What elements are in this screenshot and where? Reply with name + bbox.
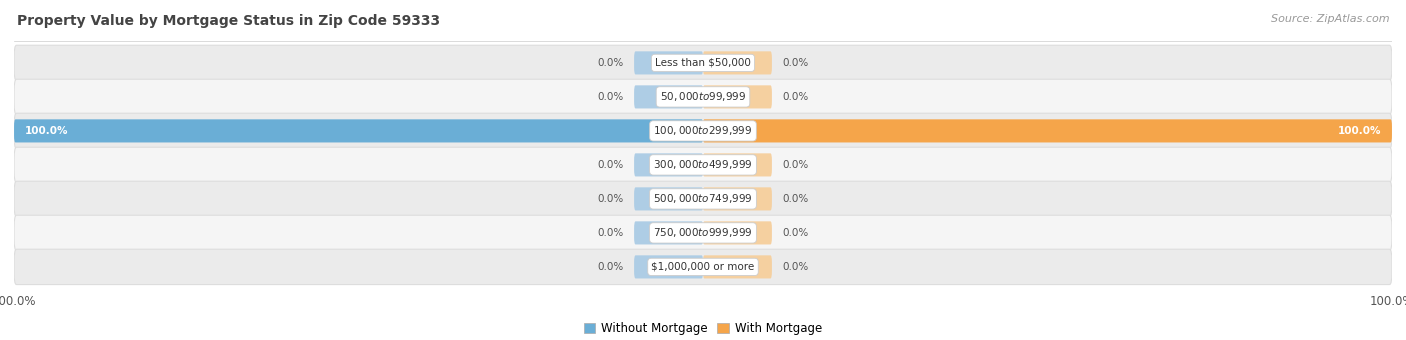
FancyBboxPatch shape [14, 113, 1392, 149]
Text: 0.0%: 0.0% [598, 92, 624, 102]
Text: 0.0%: 0.0% [782, 228, 808, 238]
FancyBboxPatch shape [14, 215, 1392, 251]
FancyBboxPatch shape [703, 119, 1392, 142]
FancyBboxPatch shape [634, 51, 703, 74]
Text: $300,000 to $499,999: $300,000 to $499,999 [654, 158, 752, 171]
FancyBboxPatch shape [703, 187, 772, 210]
Text: 0.0%: 0.0% [598, 228, 624, 238]
FancyBboxPatch shape [703, 221, 772, 244]
FancyBboxPatch shape [14, 181, 1392, 217]
FancyBboxPatch shape [703, 153, 772, 176]
FancyBboxPatch shape [14, 79, 1392, 115]
Text: 0.0%: 0.0% [782, 194, 808, 204]
Text: 100.0%: 100.0% [24, 126, 67, 136]
FancyBboxPatch shape [634, 255, 703, 278]
FancyBboxPatch shape [14, 45, 1392, 81]
FancyBboxPatch shape [14, 147, 1392, 183]
Text: 0.0%: 0.0% [598, 58, 624, 68]
Text: Less than $50,000: Less than $50,000 [655, 58, 751, 68]
Text: 0.0%: 0.0% [598, 160, 624, 170]
Text: $100,000 to $299,999: $100,000 to $299,999 [654, 124, 752, 137]
Text: $50,000 to $99,999: $50,000 to $99,999 [659, 90, 747, 103]
Legend: Without Mortgage, With Mortgage: Without Mortgage, With Mortgage [581, 320, 825, 338]
Text: 100.0%: 100.0% [1339, 126, 1382, 136]
FancyBboxPatch shape [703, 51, 772, 74]
FancyBboxPatch shape [634, 187, 703, 210]
Text: Property Value by Mortgage Status in Zip Code 59333: Property Value by Mortgage Status in Zip… [17, 14, 440, 28]
Text: 0.0%: 0.0% [782, 160, 808, 170]
FancyBboxPatch shape [703, 85, 772, 108]
FancyBboxPatch shape [634, 221, 703, 244]
FancyBboxPatch shape [14, 119, 703, 142]
Text: 0.0%: 0.0% [782, 58, 808, 68]
FancyBboxPatch shape [634, 85, 703, 108]
Text: 0.0%: 0.0% [598, 262, 624, 272]
Text: Source: ZipAtlas.com: Source: ZipAtlas.com [1271, 14, 1389, 23]
Text: 0.0%: 0.0% [782, 262, 808, 272]
Text: $500,000 to $749,999: $500,000 to $749,999 [654, 192, 752, 205]
FancyBboxPatch shape [634, 153, 703, 176]
Text: 0.0%: 0.0% [598, 194, 624, 204]
Text: $1,000,000 or more: $1,000,000 or more [651, 262, 755, 272]
Text: $750,000 to $999,999: $750,000 to $999,999 [654, 226, 752, 239]
FancyBboxPatch shape [703, 255, 772, 278]
FancyBboxPatch shape [14, 249, 1392, 285]
Text: 0.0%: 0.0% [782, 92, 808, 102]
